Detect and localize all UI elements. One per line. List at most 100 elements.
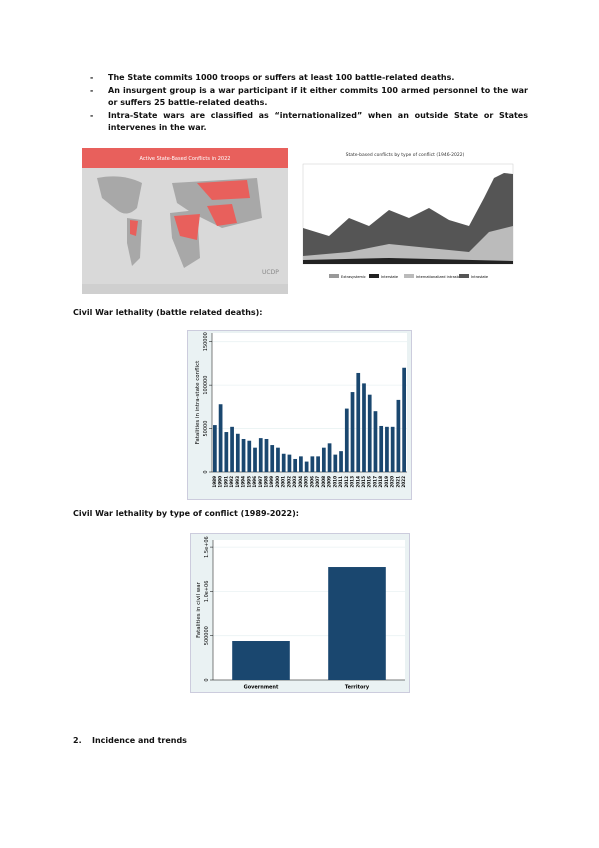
heading: Civil War lethality by type of conflict …: [73, 509, 299, 518]
y-tick-label: 1.0e+06: [204, 581, 210, 603]
x-tick-label: 1994: [241, 476, 246, 488]
section-title: Incidence and trends: [92, 736, 187, 745]
bullet: The State commits 1000 troops or suffers…: [108, 73, 455, 82]
legend-key: [329, 274, 339, 278]
y-tick-label: 500000: [204, 626, 210, 645]
bullet-marker: -: [90, 86, 94, 95]
bar: [270, 445, 275, 472]
x-tick-label: 1997: [258, 476, 263, 488]
plot-area: [212, 333, 407, 472]
area-interstate: [303, 258, 513, 264]
x-tick-label: 2022: [401, 476, 406, 488]
bar: [390, 426, 395, 472]
x-tick-label: 2020: [390, 476, 395, 488]
x-tick-label: 1996: [252, 476, 257, 488]
bullet: An insurgent group is a war participant …: [108, 86, 528, 107]
area-internationalized: [303, 226, 513, 264]
bar: [224, 432, 229, 472]
x-tick-label: 1998: [263, 476, 268, 488]
bar: [385, 426, 389, 472]
bar: [310, 456, 315, 472]
bar: [213, 425, 217, 472]
area-intrastate: [303, 173, 513, 264]
bar: [276, 447, 280, 472]
bar: [235, 433, 240, 472]
bar: [356, 372, 361, 472]
bar: [241, 438, 246, 472]
legend-key: [404, 274, 414, 278]
bar: [316, 456, 320, 472]
bar: [333, 454, 338, 472]
conflict: [207, 204, 237, 226]
bar: [281, 453, 286, 472]
bar: [232, 641, 290, 680]
section-number: 2.: [73, 736, 82, 745]
x-tick-label: 1993: [235, 476, 240, 488]
bar: [328, 567, 386, 680]
y-tick-label: 1.5e+06: [204, 536, 210, 558]
legend-label: Intrastate: [471, 275, 488, 279]
bar: [218, 404, 223, 472]
bar: [367, 394, 372, 472]
conflict: [197, 180, 250, 200]
y-axis-label: Fatalities in intra-state conflict: [195, 360, 201, 444]
y-tick-label: 150000: [203, 332, 209, 351]
chart: 0 500000 1.0e+06 1.5e+06 Fatalities in civil…: [190, 533, 410, 693]
x-tick-label: 2015: [361, 476, 366, 488]
x-tick-label: 2009: [327, 476, 332, 488]
x-tick-label: 2017: [372, 476, 377, 488]
bar: [350, 392, 355, 472]
bar: [344, 408, 349, 472]
land: [97, 176, 142, 214]
x-tick-label: 2014: [355, 476, 360, 488]
x-tick-label: 2002: [286, 476, 291, 488]
y-tick-label: 0: [203, 470, 209, 473]
x-tick-label: 2012: [344, 476, 349, 488]
bar: [396, 399, 401, 472]
bar: [379, 425, 384, 472]
x-tick-label: 2005: [304, 476, 309, 488]
map-figure: Active State-Based Conflicts in 2022 UCD…: [82, 148, 288, 294]
bar: [287, 454, 292, 472]
x-tick-label: 1991: [223, 476, 228, 488]
x-tick-label: 1990: [218, 476, 223, 488]
bar: [362, 383, 366, 472]
bar: [258, 438, 263, 472]
y-axis-label: Fatalities in civil war: [196, 581, 202, 638]
y-tick-label: 100000: [203, 376, 209, 395]
x-tick-label: 2006: [309, 476, 314, 488]
map-title: Active State-Based Conflicts in 2022: [140, 156, 231, 162]
bar: [299, 456, 303, 472]
area-figure: State-based conflicts by type of conflic…: [289, 148, 521, 294]
x-tick-label: Government: [244, 685, 279, 691]
x-tick-label: 2011: [338, 476, 343, 488]
chart: 0 50000 100000 150000 Fatalities in intra-st…: [187, 330, 412, 500]
legend-key: [369, 274, 379, 278]
map-logo: UCDP: [262, 269, 279, 276]
heading: Civil War lethality (battle related deat…: [73, 308, 263, 317]
bar: [373, 411, 378, 472]
bar: [230, 426, 234, 472]
x-tick-label: 1999: [269, 476, 274, 488]
bar: [402, 367, 406, 472]
bar: [253, 447, 257, 472]
conflict: [174, 214, 200, 240]
legend-label: Internationalized intrastate: [416, 275, 464, 279]
bar: [339, 451, 343, 472]
x-tick-label: 1995: [246, 476, 251, 488]
legend-label: Interstate: [381, 275, 398, 279]
x-tick-label: 2021: [395, 476, 400, 488]
conflict: [130, 220, 138, 236]
x-tick-label: 2007: [315, 476, 320, 488]
bullet: Intra-State wars are classified as “inte…: [108, 111, 528, 132]
map-header: [82, 148, 288, 168]
bar: [293, 458, 298, 472]
y-tick-label: 0: [204, 678, 210, 681]
bar: [247, 440, 252, 472]
x-tick-label: 1992: [229, 476, 234, 488]
bullet-marker: -: [90, 111, 94, 120]
legend-key: [459, 274, 469, 278]
x-tick-label: 2008: [321, 476, 326, 488]
x-tick-label: 2000: [275, 476, 280, 488]
